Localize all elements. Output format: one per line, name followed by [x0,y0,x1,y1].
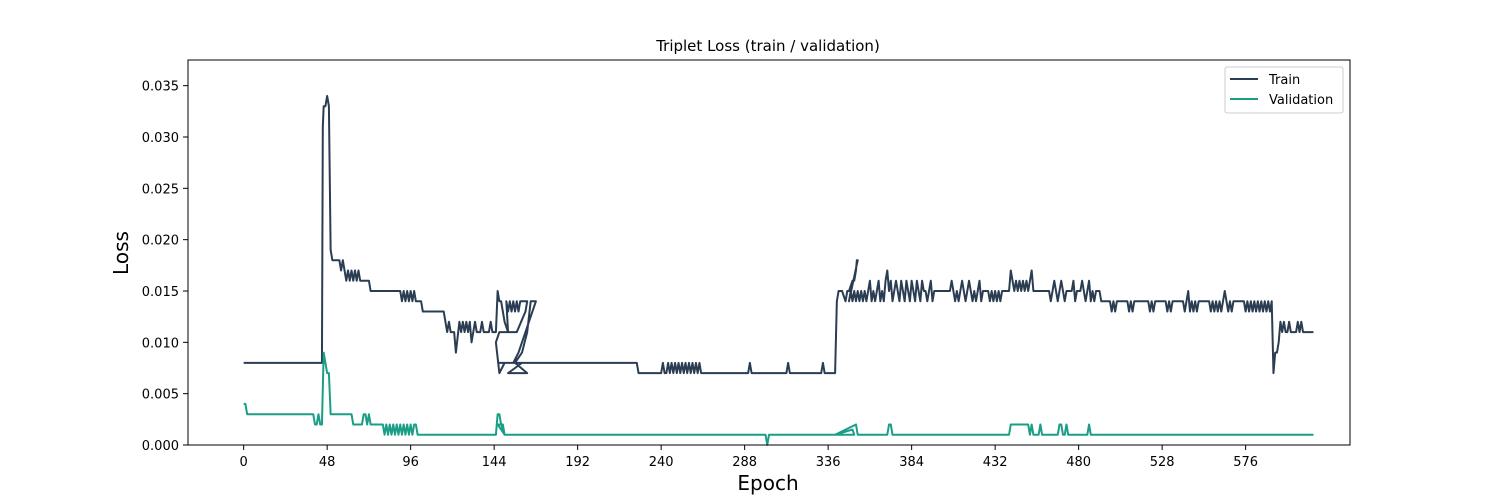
y-axis-ticks: 0.000 0.005 0.010 0.015 0.020 0.025 0.030 0.035 [142,80,188,454]
x-tick-label: 96 [402,455,419,470]
y-tick-label: 0.025 [142,182,179,197]
series-line-train [243,94,1314,375]
x-tick-label: 240 [649,455,674,470]
x-tick-label: 528 [1150,455,1175,470]
x-axis-label: Epoch [737,471,798,495]
series-line-validation [243,351,1314,446]
plot-area-frame [187,59,1351,446]
x-tick-label: 144 [482,455,507,470]
legend: Train Validation [1224,66,1344,114]
y-axis-label: Loss [109,231,133,275]
x-tick-label: 0 [240,455,248,470]
y-tick-label: 0.030 [142,131,179,146]
y-tick-label: 0.000 [142,439,179,454]
legend-label-validation: Validation [1269,93,1333,108]
y-tick-label: 0.015 [142,285,179,300]
x-tick-label: 432 [983,455,1008,470]
y-tick-label: 0.005 [142,388,179,403]
x-tick-label: 192 [565,455,590,470]
x-axis-ticks: 0 48 96 144 192 240 288 336 384 432 480 528 576 [240,445,1258,470]
legend-label-train: Train [1268,73,1300,88]
series-layer [243,94,1314,446]
y-tick-label: 0.010 [142,336,179,351]
x-tick-label: 480 [1066,455,1091,470]
x-tick-label: 336 [816,455,841,470]
x-tick-label: 384 [899,455,924,470]
x-tick-label: 48 [319,455,336,470]
y-tick-label: 0.035 [142,80,179,95]
chart-title: Triplet Loss (train / validation) [655,37,880,55]
x-tick-label: 288 [732,455,757,470]
x-tick-label: 576 [1233,455,1258,470]
y-tick-label: 0.020 [142,234,179,249]
